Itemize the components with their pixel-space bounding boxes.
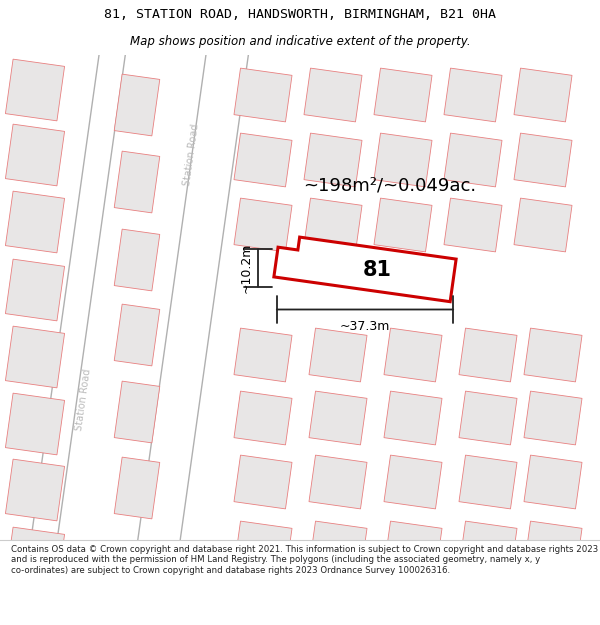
Polygon shape (374, 133, 432, 187)
Polygon shape (524, 391, 582, 445)
Polygon shape (114, 457, 160, 519)
Polygon shape (524, 521, 582, 575)
Polygon shape (5, 459, 65, 521)
Polygon shape (444, 133, 502, 187)
Polygon shape (444, 68, 502, 122)
Text: Station Road: Station Road (182, 123, 200, 187)
Polygon shape (459, 455, 517, 509)
Polygon shape (459, 391, 517, 445)
Polygon shape (309, 391, 367, 445)
Text: Map shows position and indicative extent of the property.: Map shows position and indicative extent… (130, 35, 470, 48)
Polygon shape (524, 455, 582, 509)
Polygon shape (5, 259, 65, 321)
Text: Station Road: Station Road (74, 368, 92, 432)
Text: Contains OS data © Crown copyright and database right 2021. This information is : Contains OS data © Crown copyright and d… (11, 545, 598, 575)
Polygon shape (444, 198, 502, 252)
Polygon shape (103, 0, 353, 625)
Polygon shape (374, 68, 432, 122)
Polygon shape (234, 521, 292, 575)
Polygon shape (384, 455, 442, 509)
Polygon shape (234, 391, 292, 445)
Polygon shape (114, 74, 160, 136)
Polygon shape (5, 191, 65, 253)
Polygon shape (5, 527, 65, 589)
Polygon shape (459, 521, 517, 575)
Polygon shape (374, 198, 432, 252)
Polygon shape (309, 328, 367, 382)
Text: ~37.3m: ~37.3m (340, 319, 390, 332)
Polygon shape (514, 133, 572, 187)
Polygon shape (5, 59, 65, 121)
Text: ~198m²/~0.049ac.: ~198m²/~0.049ac. (304, 176, 476, 194)
Polygon shape (309, 455, 367, 509)
Polygon shape (114, 229, 160, 291)
Polygon shape (304, 133, 362, 187)
Polygon shape (234, 328, 292, 382)
Polygon shape (309, 521, 367, 575)
Polygon shape (234, 133, 292, 187)
Polygon shape (0, 0, 230, 625)
Polygon shape (234, 68, 292, 122)
Polygon shape (114, 151, 160, 213)
Text: ~10.2m: ~10.2m (240, 242, 253, 293)
Polygon shape (304, 68, 362, 122)
Text: 81: 81 (362, 260, 392, 280)
Text: 81, STATION ROAD, HANDSWORTH, BIRMINGHAM, B21 0HA: 81, STATION ROAD, HANDSWORTH, BIRMINGHAM… (104, 8, 496, 21)
Polygon shape (514, 68, 572, 122)
Polygon shape (514, 198, 572, 252)
Polygon shape (384, 328, 442, 382)
Polygon shape (459, 328, 517, 382)
Polygon shape (274, 237, 456, 302)
Polygon shape (234, 198, 292, 252)
Polygon shape (5, 326, 65, 388)
Polygon shape (384, 521, 442, 575)
Polygon shape (234, 455, 292, 509)
Polygon shape (5, 124, 65, 186)
Polygon shape (114, 381, 160, 443)
Polygon shape (384, 391, 442, 445)
Polygon shape (114, 304, 160, 366)
Polygon shape (524, 328, 582, 382)
Polygon shape (304, 198, 362, 252)
Polygon shape (5, 393, 65, 455)
